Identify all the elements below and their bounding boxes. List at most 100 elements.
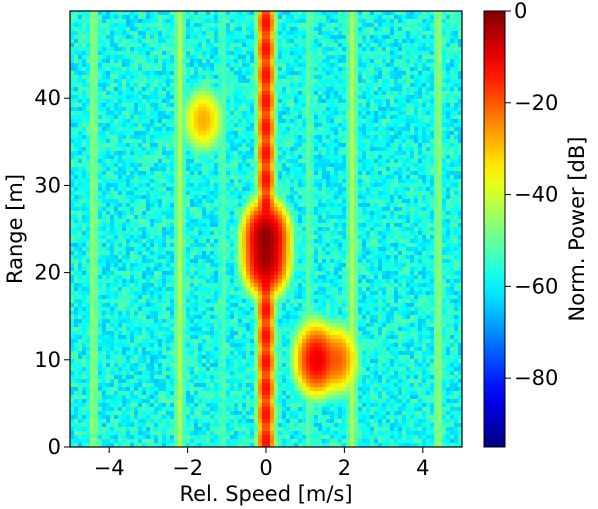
heatmap-cell (254, 127, 259, 132)
heatmap-cell (318, 207, 323, 212)
heatmap-cell (398, 47, 403, 52)
heatmap-cell (286, 191, 291, 196)
heatmap-cell (366, 151, 371, 156)
heatmap-cell (438, 155, 443, 160)
heatmap-cell (98, 179, 103, 184)
heatmap-cell (446, 167, 451, 172)
heatmap-cell (222, 187, 227, 192)
heatmap-cell (394, 135, 399, 140)
heatmap-cell (110, 103, 115, 108)
heatmap-cell (130, 67, 135, 72)
heatmap-cell (70, 35, 75, 40)
heatmap-cell (246, 95, 251, 100)
heatmap-cell (282, 183, 287, 188)
heatmap-cell (186, 87, 191, 92)
heatmap-cell (214, 207, 219, 212)
heatmap-cell (334, 35, 339, 40)
heatmap-cell (434, 67, 439, 72)
heatmap-cell (338, 47, 343, 52)
heatmap-cell (74, 71, 79, 76)
heatmap-cell (70, 87, 75, 92)
heatmap-cell (314, 47, 319, 52)
heatmap-cell (110, 119, 115, 124)
heatmap-cell (114, 47, 119, 52)
heatmap-cell (294, 159, 299, 164)
heatmap-cell (134, 11, 139, 16)
heatmap-cell (230, 75, 235, 80)
heatmap-cell (194, 55, 199, 60)
heatmap-cell (338, 199, 343, 204)
heatmap-cell (194, 31, 199, 36)
heatmap-cell (350, 195, 355, 200)
heatmap-cell (90, 75, 95, 80)
heatmap-cell (298, 39, 303, 44)
heatmap-cell (374, 123, 379, 128)
heatmap-cell (446, 35, 451, 40)
heatmap-cell (190, 183, 195, 188)
heatmap-cell (70, 79, 75, 84)
heatmap-cell (114, 211, 119, 216)
heatmap-cell (362, 23, 367, 28)
heatmap-cell (138, 95, 143, 100)
heatmap-cell (90, 35, 95, 40)
heatmap-cell (78, 87, 83, 92)
heatmap-cell (282, 119, 287, 124)
heatmap-cell (190, 87, 195, 92)
heatmap-cell (218, 171, 223, 176)
heatmap-cell (174, 99, 179, 104)
heatmap-cell (418, 175, 423, 180)
heatmap-cell (370, 95, 375, 100)
heatmap-cell (446, 135, 451, 140)
heatmap-cell (298, 71, 303, 76)
heatmap-cell (330, 123, 335, 128)
heatmap-cell (118, 59, 123, 64)
heatmap-cell (414, 79, 419, 84)
heatmap-cell (186, 147, 191, 152)
heatmap-cell (350, 139, 355, 144)
heatmap-cell (246, 55, 251, 60)
heatmap-cell (78, 159, 83, 164)
heatmap-cell (90, 175, 95, 180)
heatmap-cell (198, 191, 203, 196)
heatmap-cell (286, 103, 291, 108)
heatmap-cell (190, 31, 195, 36)
heatmap-cell (170, 27, 175, 32)
heatmap-cell (318, 151, 323, 156)
heatmap-cell (362, 195, 367, 200)
heatmap-cell (102, 139, 107, 144)
heatmap-cell (314, 199, 319, 204)
heatmap-cell (302, 39, 307, 44)
heatmap-cell (122, 155, 127, 160)
heatmap-cell (334, 63, 339, 68)
heatmap-cell (446, 183, 451, 188)
heatmap-cell (450, 131, 455, 136)
heatmap-cell (390, 123, 395, 128)
heatmap-cell (78, 167, 83, 172)
heatmap-cell (354, 151, 359, 156)
heatmap-cell (350, 27, 355, 32)
heatmap-cell (358, 35, 363, 40)
heatmap-cell (446, 139, 451, 144)
heatmap-cell (318, 63, 323, 68)
heatmap-cell (222, 115, 227, 120)
heatmap-cell (278, 167, 283, 172)
heatmap-cell (234, 211, 239, 216)
heatmap-cell (362, 159, 367, 164)
heatmap-cell (82, 91, 87, 96)
heatmap-cell (446, 191, 451, 196)
heatmap-cell (354, 187, 359, 192)
heatmap-cell (98, 159, 103, 164)
heatmap-cell (326, 211, 331, 216)
heatmap-cell (134, 99, 139, 104)
heatmap-cell (418, 55, 423, 60)
heatmap-cell (218, 43, 223, 48)
heatmap-cell (266, 11, 271, 16)
heatmap-cell (142, 19, 147, 24)
heatmap-cell (162, 123, 167, 128)
heatmap-cell (438, 127, 443, 132)
heatmap-cell (322, 23, 327, 28)
heatmap-cell (450, 59, 455, 64)
heatmap-cell (90, 195, 95, 200)
heatmap-cell (258, 19, 263, 24)
heatmap-cell (302, 167, 307, 172)
